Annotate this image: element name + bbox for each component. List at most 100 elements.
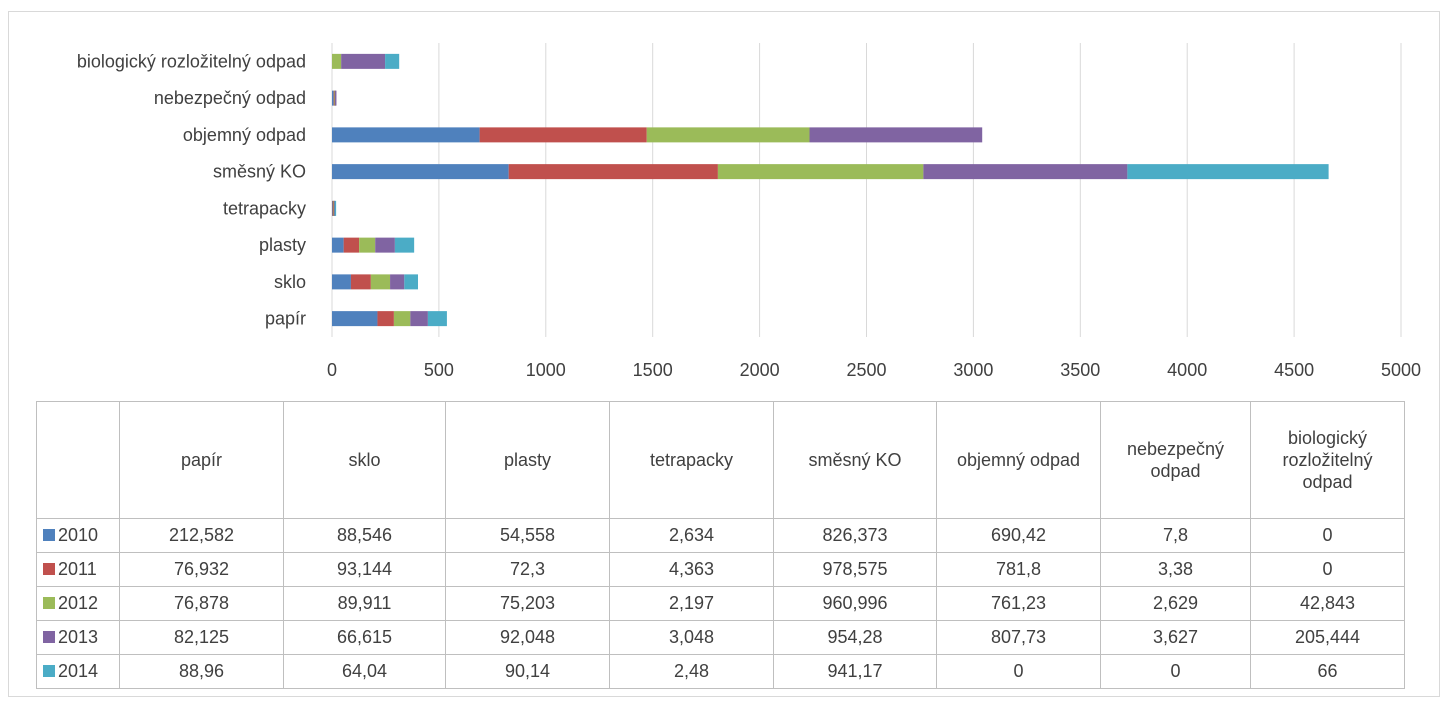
table-header-row: papír sklo plasty tetrapacky směsný KO o… bbox=[36, 401, 1405, 519]
table-cell: 88,96 bbox=[119, 654, 284, 689]
x-tick-label: 2000 bbox=[740, 360, 780, 380]
table-cell: 72,3 bbox=[445, 552, 610, 587]
table-cell: 66,615 bbox=[283, 620, 446, 655]
y-category-label: tetrapacky bbox=[223, 198, 306, 218]
table-cell: 205,444 bbox=[1250, 620, 1405, 655]
table-header-cell: nebezpečný odpad bbox=[1100, 401, 1251, 519]
bar-segment bbox=[332, 90, 334, 106]
y-category-label: papír bbox=[265, 309, 306, 329]
bar-segment bbox=[332, 311, 378, 327]
table-cell: 3,048 bbox=[609, 620, 774, 655]
legend-key-icon bbox=[43, 631, 55, 643]
bar-segment bbox=[377, 311, 394, 327]
table-row: 2013 82,125 66,615 92,048 3,048 954,28 807,73 3… bbox=[36, 620, 1405, 655]
table-cell: 690,42 bbox=[936, 518, 1101, 553]
table-cell: 960,996 bbox=[773, 586, 937, 621]
legend-key-icon bbox=[43, 665, 55, 677]
table-cell: 66 bbox=[1250, 654, 1405, 689]
table-header-cell: sklo bbox=[283, 401, 446, 519]
y-category-label: biologický rozložitelný odpad bbox=[77, 51, 306, 71]
legend-cell: 2014 bbox=[36, 654, 120, 689]
table-cell: 2,629 bbox=[1100, 586, 1251, 621]
table-cell: 93,144 bbox=[283, 552, 446, 587]
table-cell: 212,582 bbox=[119, 518, 284, 553]
table-cell: 0 bbox=[1250, 518, 1405, 553]
table-cell: 7,8 bbox=[1100, 518, 1251, 553]
table-cell: 54,558 bbox=[445, 518, 610, 553]
legend-key-icon bbox=[43, 563, 55, 575]
table-cell: 781,8 bbox=[936, 552, 1101, 587]
table-cell: 2,634 bbox=[609, 518, 774, 553]
table-cell: 76,932 bbox=[119, 552, 284, 587]
table-row: 2010 212,582 88,546 54,558 2,634 826,373 690,4… bbox=[36, 518, 1405, 553]
bar-segment bbox=[341, 53, 386, 69]
x-tick-label: 3000 bbox=[953, 360, 993, 380]
x-tick-label: 0 bbox=[327, 360, 337, 380]
bar-segment bbox=[390, 274, 405, 290]
table-cell: 954,28 bbox=[773, 620, 937, 655]
bar-segment bbox=[343, 237, 360, 253]
bar-segment bbox=[809, 127, 983, 143]
bar-segment bbox=[479, 127, 647, 143]
table-header-cell: směsný KO bbox=[773, 401, 937, 519]
chart-frame bbox=[8, 11, 1440, 697]
legend-cell: 2013 bbox=[36, 620, 120, 655]
bar-segment bbox=[332, 200, 335, 216]
table-cell: 75,203 bbox=[445, 586, 610, 621]
table-cell: 0 bbox=[1250, 552, 1405, 587]
bar-segment bbox=[332, 164, 509, 180]
y-category-label: směsný KO bbox=[213, 162, 306, 182]
bar-segment bbox=[717, 164, 924, 180]
bar-segment bbox=[385, 53, 400, 69]
legend-key-icon bbox=[43, 597, 55, 609]
bar-segment bbox=[410, 311, 428, 327]
legend-label: 2010 bbox=[58, 525, 99, 545]
y-category-label: objemný odpad bbox=[183, 125, 306, 145]
table-row: 2014 88,96 64,04 90,14 2,48 941,17 0 0 66 bbox=[36, 654, 1405, 689]
legend-cell: 2012 bbox=[36, 586, 120, 621]
chart-plot: 0 500 1000 1500 2000 2500 3000 3500 4000 4500 5000… bbox=[77, 43, 1421, 380]
bar-segment bbox=[427, 311, 447, 327]
bar-segment bbox=[404, 274, 419, 290]
table-cell: 2,197 bbox=[609, 586, 774, 621]
table-corner-cell bbox=[36, 401, 120, 519]
table-cell: 88,546 bbox=[283, 518, 446, 553]
bar-segment bbox=[508, 164, 718, 180]
bar-segment bbox=[334, 200, 337, 216]
legend-label: 2013 bbox=[58, 627, 99, 647]
table-cell: 76,878 bbox=[119, 586, 284, 621]
legend-key-icon bbox=[43, 529, 55, 541]
table-cell: 3,627 bbox=[1100, 620, 1251, 655]
table-cell: 2,48 bbox=[609, 654, 774, 689]
legend-label: 2012 bbox=[58, 593, 99, 613]
table-cell: 0 bbox=[936, 654, 1101, 689]
bar-segment bbox=[393, 311, 411, 327]
table-row: 2011 76,932 93,144 72,3 4,363 978,575 781,8 3,3… bbox=[36, 552, 1405, 587]
bar-segment bbox=[394, 237, 415, 253]
y-category-label: plasty bbox=[259, 235, 306, 255]
table-cell: 978,575 bbox=[773, 552, 937, 587]
bar-segment bbox=[923, 164, 1128, 180]
table-cell: 3,38 bbox=[1100, 552, 1251, 587]
table-header-cell: biologický rozložitelný odpad bbox=[1250, 401, 1405, 519]
table-cell: 0 bbox=[1100, 654, 1251, 689]
table-header-cell: plasty bbox=[445, 401, 610, 519]
x-tick-label: 2500 bbox=[846, 360, 886, 380]
bar-segment bbox=[375, 237, 395, 253]
table-cell: 64,04 bbox=[283, 654, 446, 689]
data-table: papír sklo plasty tetrapacky směsný KO o… bbox=[36, 401, 1405, 689]
bar-segment bbox=[332, 127, 480, 143]
table-cell: 826,373 bbox=[773, 518, 937, 553]
legend-label: 2014 bbox=[58, 661, 99, 681]
bar-segment bbox=[646, 127, 810, 143]
table-cell: 90,14 bbox=[445, 654, 610, 689]
legend-cell: 2010 bbox=[36, 518, 120, 553]
table-cell: 807,73 bbox=[936, 620, 1101, 655]
x-tick-label: 4000 bbox=[1167, 360, 1207, 380]
legend-label: 2011 bbox=[58, 559, 97, 579]
table-cell: 82,125 bbox=[119, 620, 284, 655]
table-row: 2012 76,878 89,911 75,203 2,197 960,996 761,23… bbox=[36, 586, 1405, 621]
table-header-cell: objemný odpad bbox=[936, 401, 1101, 519]
bar-segment bbox=[1127, 164, 1329, 180]
bar-segment bbox=[370, 274, 391, 290]
